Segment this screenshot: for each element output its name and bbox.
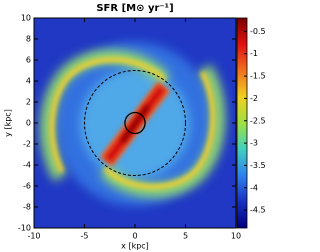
y-tick-label: -2	[23, 140, 31, 149]
circle-marker	[124, 111, 146, 135]
x-axis-label: x [kpc]	[121, 242, 149, 251]
colorbar-tick-label: -1	[250, 49, 258, 58]
chart-title: SFR [M⊙ yr⁻¹]	[96, 3, 173, 14]
y-tick-label: 0	[26, 119, 31, 128]
y-tick-label: 2	[26, 98, 31, 107]
y-axis-label: y [kpc]	[4, 109, 13, 137]
y-tick-label: -10	[18, 224, 31, 233]
y-tick-label: 4	[26, 77, 31, 86]
colorbar-tick-label: -2	[250, 94, 258, 103]
colorbar-tick-label: -0.5	[250, 27, 266, 36]
y-tick-label: -6	[23, 182, 31, 191]
heatmap-image	[34, 18, 236, 228]
x-tick-label: -10	[27, 232, 40, 241]
y-tick-label: -8	[23, 203, 31, 212]
x-tick-label: -5	[81, 232, 89, 241]
circle-marker	[84, 70, 186, 176]
y-tick-label: -4	[23, 161, 31, 170]
colorbar-tick-label: -3	[250, 139, 258, 148]
colorbar	[236, 17, 248, 229]
y-tick-label: 6	[26, 56, 31, 65]
x-tick-label: 0	[132, 232, 137, 241]
colorbar-tick-label: -4	[250, 183, 258, 192]
chart: SFR [M⊙ yr⁻¹] x [kpc] y [kpc] -10 -5 0 5 10-…	[4, 3, 266, 251]
x-tick-label: 5	[183, 232, 188, 241]
colorbar-tick-label: -4.5	[250, 206, 266, 215]
colorbar-tick-label: -2.5	[250, 116, 266, 125]
colorbar-tick-label: -1.5	[250, 72, 266, 81]
colorbar-tick-label: -3.5	[250, 161, 266, 170]
x-tick-label: 10	[231, 232, 241, 241]
y-tick-label: 8	[26, 35, 31, 44]
y-tick-label: 10	[21, 14, 31, 23]
